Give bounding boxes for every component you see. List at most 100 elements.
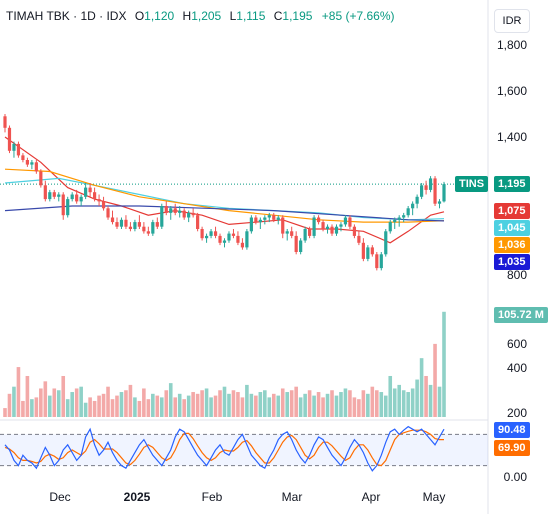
candle-body xyxy=(442,184,446,202)
last-price-tag: 1,195 xyxy=(494,176,530,192)
volume-bar xyxy=(128,384,133,417)
price-tick: 800 xyxy=(506,268,527,282)
volume-bar xyxy=(334,395,339,417)
candle-body xyxy=(325,226,330,229)
volume-bar xyxy=(16,367,21,417)
candle-body xyxy=(213,231,218,236)
candle-body xyxy=(70,194,74,200)
volume-bar xyxy=(352,397,357,417)
volume-bar xyxy=(133,397,137,417)
close-label: C xyxy=(273,9,283,23)
ma-tag: 1,075 xyxy=(494,203,530,219)
candle-body xyxy=(294,235,298,252)
volume-bar xyxy=(312,395,316,417)
candle-body xyxy=(343,217,348,225)
x-tick: May xyxy=(422,490,446,504)
volume-bar xyxy=(348,390,352,417)
volume-bar xyxy=(240,397,245,417)
volume-bar xyxy=(21,400,25,417)
volume-bar xyxy=(65,399,70,417)
volume-bar xyxy=(7,393,12,417)
candle-body xyxy=(16,143,21,156)
volume-bar xyxy=(415,379,419,417)
volume-bar xyxy=(56,390,61,417)
candle-body xyxy=(34,162,38,172)
volume-bar xyxy=(397,384,402,417)
candle-body xyxy=(25,160,29,165)
ma-tag: 1,035 xyxy=(494,254,530,270)
volume-bar xyxy=(254,395,258,417)
volume-bar xyxy=(74,388,79,417)
volume-bar xyxy=(410,388,415,417)
candle-body xyxy=(115,222,119,227)
volume-bar xyxy=(236,392,240,417)
stoch-d-tag: 69.90 xyxy=(494,440,530,456)
candle-body xyxy=(236,235,240,243)
volume-bar xyxy=(263,390,267,417)
candle-body xyxy=(263,217,267,220)
volume-bar xyxy=(343,388,348,417)
volume-bar xyxy=(12,386,16,417)
volume-bar xyxy=(213,395,218,417)
candle-body xyxy=(128,226,133,229)
candle-body xyxy=(191,212,195,216)
candle-body xyxy=(370,247,374,255)
volume-bar xyxy=(294,386,298,417)
candle-body xyxy=(424,185,428,190)
volume-bar xyxy=(442,311,446,417)
volume-bar xyxy=(428,384,433,417)
candle-body xyxy=(151,222,155,234)
volume-bar xyxy=(321,397,325,417)
volume-bar xyxy=(39,388,43,417)
volume-bar xyxy=(204,388,209,417)
stoch-d-line xyxy=(4,429,444,467)
volume-bar xyxy=(388,375,393,417)
volume-tag: 105.72 M xyxy=(494,307,548,323)
candle-body xyxy=(402,215,406,218)
candle-body xyxy=(312,217,316,236)
volume-bar xyxy=(298,397,303,417)
volume-tick: 400 xyxy=(506,361,527,375)
candle-body xyxy=(339,224,343,227)
candle-body xyxy=(420,185,424,197)
volume-bar xyxy=(379,392,384,417)
candle-body xyxy=(119,219,124,227)
candle-body xyxy=(272,215,276,220)
volume-bar xyxy=(231,390,236,417)
volume-bar xyxy=(137,400,142,417)
volume-bar xyxy=(30,399,34,417)
volume-bar xyxy=(392,388,397,417)
candle-body xyxy=(187,212,191,218)
candle-body xyxy=(316,217,321,223)
volume-bar xyxy=(155,395,160,417)
candle-body xyxy=(375,254,379,269)
candle-body xyxy=(254,217,258,223)
candle-body xyxy=(106,208,110,218)
candle-body xyxy=(101,201,106,209)
candle-body xyxy=(245,231,249,248)
candle-body xyxy=(57,194,61,197)
ma-tag: 1,045 xyxy=(494,220,530,236)
volume-bar xyxy=(285,392,290,417)
candle-body xyxy=(357,235,361,243)
currency-button[interactable]: IDR xyxy=(494,9,530,33)
volume-bar xyxy=(92,400,97,417)
volume-bar xyxy=(401,390,406,417)
volume-bar xyxy=(97,395,101,417)
volume-bar xyxy=(316,392,321,417)
volume-tick: 600 xyxy=(506,337,527,351)
volume-bar xyxy=(106,386,110,417)
volume-bar xyxy=(52,388,57,417)
candle-body xyxy=(249,217,253,232)
volume-bar xyxy=(375,390,379,417)
candle-body xyxy=(88,187,92,193)
candle-body xyxy=(267,215,271,218)
volume-bar xyxy=(419,358,424,417)
volume-bar xyxy=(173,397,178,417)
candle-body xyxy=(48,192,52,200)
symbol-title[interactable]: TIMAH TBK · 1D · IDX xyxy=(6,9,127,23)
volume-bar xyxy=(227,393,231,417)
volume-bar xyxy=(3,408,7,417)
candle-body xyxy=(366,247,370,259)
